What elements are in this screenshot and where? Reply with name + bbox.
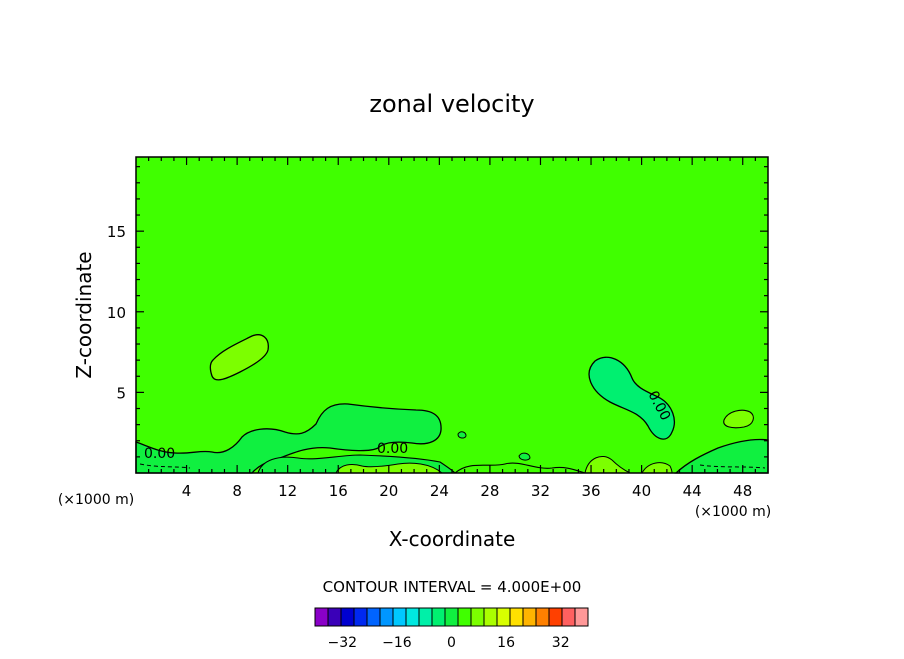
colorbar-tick-label: −32 [328, 635, 358, 651]
contour-label: 0.00 [377, 441, 408, 457]
x-tick-label: 12 [278, 482, 297, 500]
x-tick-labels: 4 8 12 16 20 24 28 32 36 40 44 48 [182, 482, 752, 500]
right-low-band [674, 438, 769, 474]
tick-marks [136, 157, 768, 473]
colorbar-swatch [431, 607, 446, 627]
x-tick-label: 16 [329, 482, 348, 500]
x-tick-label: 20 [379, 482, 398, 500]
colorbar-swatch [392, 607, 407, 627]
colorbar-swatch [457, 607, 472, 627]
colorbar-tick-label: −16 [382, 635, 412, 651]
colorbar-swatch [405, 607, 420, 627]
y-tick-label: 10 [107, 304, 126, 322]
dashed-contour [139, 463, 766, 469]
colorbar-swatch [522, 607, 537, 627]
colorbar-tick-label: 0 [447, 635, 456, 651]
x-tick-label: 44 [683, 482, 702, 500]
y-axis-title: Z-coordinate [72, 251, 96, 378]
contour-interval-note: CONTOUR INTERVAL = 4.000E+00 [323, 578, 582, 596]
x-axis-title: X-coordinate [389, 527, 516, 551]
colorbar-swatch [340, 607, 355, 627]
colorbar-tick-label: 16 [497, 635, 515, 651]
colorbar-swatch [314, 607, 329, 627]
x-tick-label: 8 [232, 482, 242, 500]
colorbar [314, 607, 589, 627]
x-tick-label: 32 [531, 482, 550, 500]
x-tick-label: 24 [430, 482, 449, 500]
colorbar-swatch [379, 607, 394, 627]
contour-label: 0.00 [144, 446, 175, 462]
x-unit-label-left: (×1000 m) [58, 492, 134, 508]
x-tick-label: 40 [632, 482, 651, 500]
colorbar-tick-label: 32 [552, 635, 570, 651]
small-blob-1 [457, 431, 467, 439]
colorbar-swatch [470, 607, 485, 627]
negative-low-band [135, 403, 442, 474]
y-tick-label: 15 [107, 223, 126, 241]
plot-area: 0.00 0.00 0.00 [135, 156, 769, 474]
colorbar-swatch [509, 607, 524, 627]
colorbar-swatch [327, 607, 342, 627]
colorbar-swatch [444, 607, 459, 627]
colorbar-swatch [483, 607, 498, 627]
small-blob-2 [518, 452, 531, 461]
colorbar-swatch [561, 607, 576, 627]
y-tick-labels: 5 10 15 [107, 223, 126, 402]
colorbar-swatch [353, 607, 368, 627]
colorbar-swatch [418, 607, 433, 627]
colorbar-swatch [366, 607, 381, 627]
x-tick-label: 36 [581, 482, 600, 500]
negative-cell [588, 356, 675, 440]
positive-right-blob [723, 409, 754, 429]
colorbar-swatch [548, 607, 563, 627]
x-unit-label-right: (×1000 m) [695, 504, 771, 520]
x-tick-label: 28 [480, 482, 499, 500]
y-tick-label: 5 [116, 384, 126, 402]
x-tick-label: 4 [182, 482, 192, 500]
colorbar-swatch [535, 607, 550, 627]
colorbar-swatch [574, 607, 589, 627]
chart-title: zonal velocity [369, 90, 534, 118]
contour-line-bottom [454, 462, 586, 474]
colorbar-swatch [496, 607, 511, 627]
x-tick-label: 48 [733, 482, 752, 500]
colorbar-tick-labels: −32 −16 0 16 32 [328, 635, 570, 651]
positive-cell [209, 334, 269, 381]
